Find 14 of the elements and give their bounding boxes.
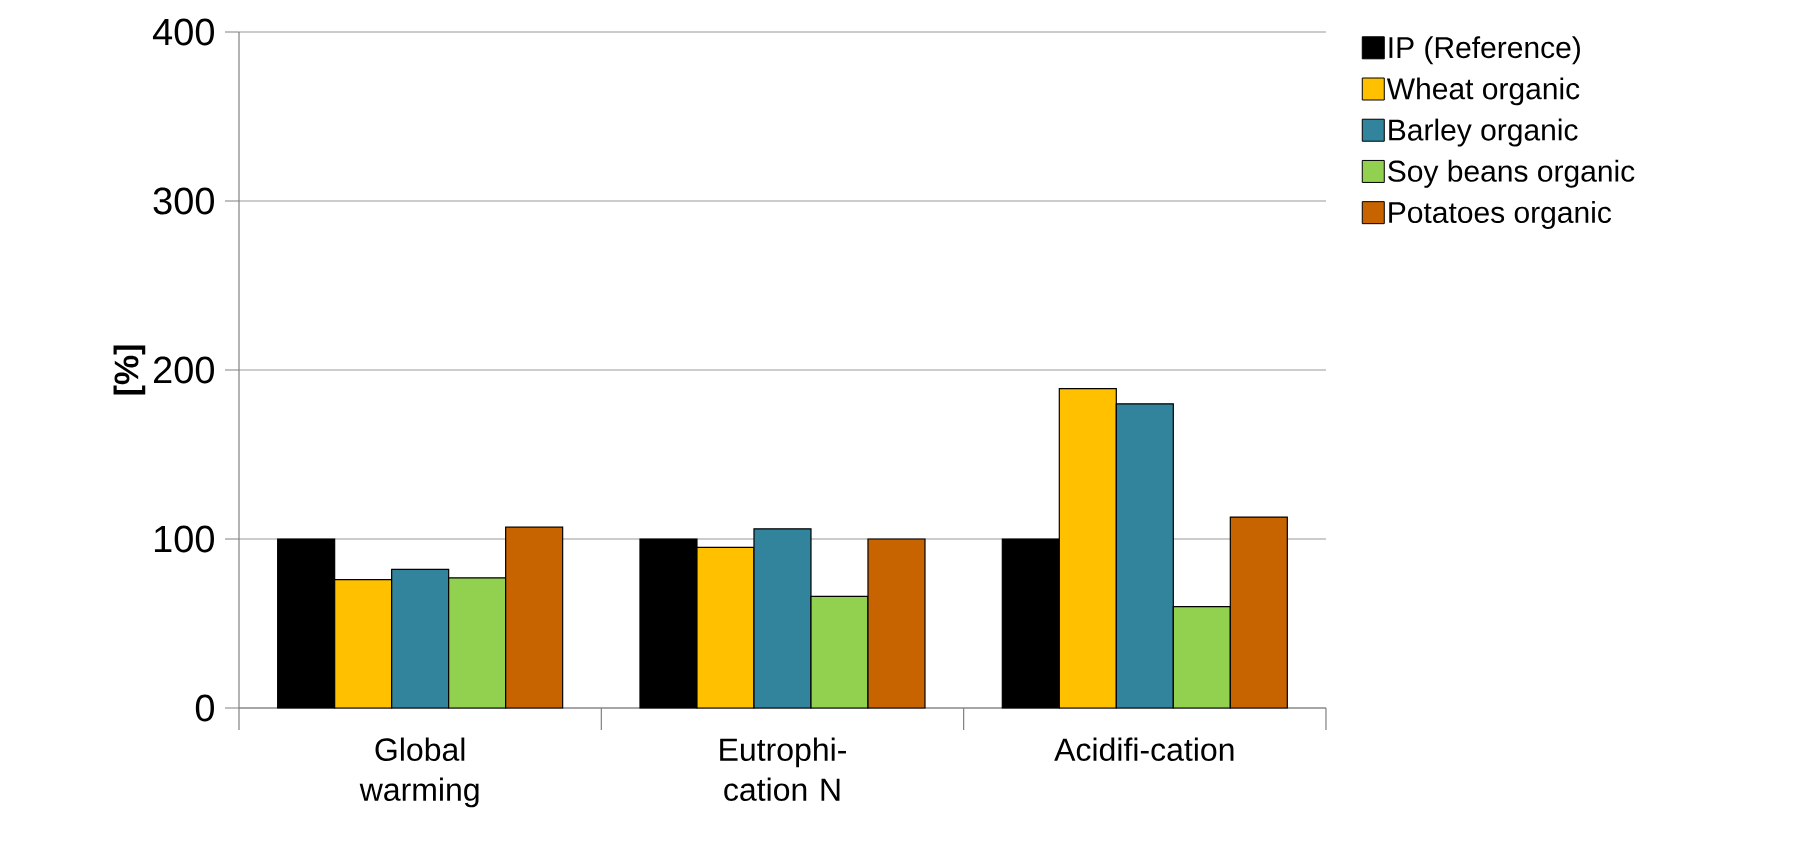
x-tick-label: Global warming	[359, 737, 479, 808]
y-tick-label: 0	[195, 694, 214, 722]
y-tick-label: 400	[152, 18, 214, 46]
legend-label: Wheat organic	[1386, 77, 1580, 106]
y-axis-title: [%]	[113, 345, 146, 395]
legend-label: Potatoes organic	[1389, 201, 1612, 230]
x-tick-label: Acidifi-cation	[1054, 737, 1234, 762]
legend-label: Soy beans organic	[1388, 159, 1635, 188]
y-tick-label: 100	[154, 525, 214, 553]
y-tick-label: 200	[153, 356, 214, 384]
legend-label: Barley organic	[1389, 118, 1578, 147]
x-tick-label: Eutrophi-cation N	[720, 737, 846, 802]
legend-label: IP (Reference)	[1389, 36, 1580, 65]
y-tick-label: 300	[153, 187, 214, 215]
